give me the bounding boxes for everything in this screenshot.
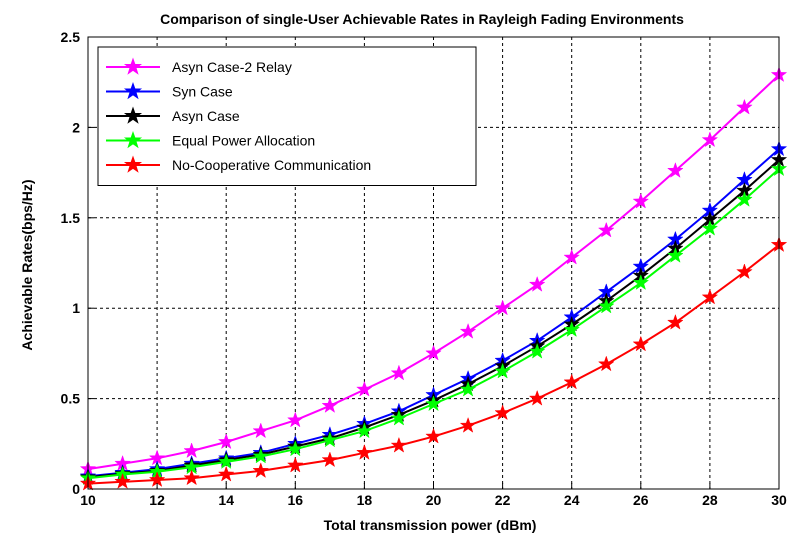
data-point (321, 431, 339, 448)
data-point (597, 221, 615, 238)
data-point (183, 442, 201, 459)
data-point (632, 335, 650, 352)
x-tick-label: 14 (218, 492, 234, 508)
data-point (701, 288, 719, 305)
x-tick-label: 18 (357, 492, 373, 508)
data-point (597, 355, 615, 372)
data-point (252, 462, 270, 479)
legend-marker (123, 81, 143, 100)
data-point (632, 192, 650, 209)
data-point (390, 409, 408, 426)
data-point (252, 422, 270, 439)
data-point (494, 404, 511, 421)
data-point (666, 162, 684, 178)
x-tick-label: 24 (564, 492, 580, 508)
data-point (494, 299, 511, 316)
data-point (528, 275, 546, 292)
legend-marker (123, 155, 143, 173)
y-tick-label: 1 (72, 300, 80, 316)
legend-marker (123, 57, 143, 75)
y-tick-label: 2.5 (61, 29, 81, 45)
data-point (321, 397, 339, 413)
x-tick-label: 30 (771, 492, 787, 508)
y-tick-label: 1.5 (61, 210, 81, 226)
data-point (736, 263, 753, 280)
data-point (286, 411, 304, 428)
data-point (701, 131, 719, 148)
data-point (217, 465, 235, 482)
y-tick-label: 0.5 (61, 391, 81, 407)
series-5 (79, 236, 788, 491)
x-tick-label: 22 (495, 492, 511, 508)
data-point (114, 473, 131, 489)
chart-title: Comparison of single-User Achievable Rat… (160, 11, 684, 27)
legend-label: Asyn Case-2 Relay (172, 59, 292, 75)
data-point (252, 447, 270, 464)
legend-box (97, 46, 477, 186)
data-point (563, 373, 581, 390)
data-point (459, 416, 477, 433)
data-point (217, 453, 235, 470)
data-point (321, 451, 339, 468)
legend-label: Syn Case (172, 84, 233, 100)
x-axis-label: Total transmission power (dBm) (324, 517, 537, 533)
data-point (425, 344, 442, 361)
data-point (356, 422, 373, 439)
data-point (701, 219, 719, 236)
data-point (390, 364, 408, 381)
data-point (217, 433, 235, 450)
data-point (356, 380, 373, 397)
data-point (425, 395, 442, 412)
data-point (494, 362, 511, 379)
x-tick-label: 20 (426, 492, 442, 508)
data-point (425, 427, 442, 444)
data-point (597, 297, 615, 314)
data-point (666, 247, 684, 263)
data-point (666, 313, 684, 330)
y-tick-label: 2 (72, 119, 80, 135)
data-point (459, 322, 477, 339)
legend: Asyn Case-2 Relay Syn Case Asyn Case Equal … (97, 46, 477, 186)
x-tick-label: 10 (80, 492, 96, 508)
data-point (286, 440, 304, 457)
data-point (390, 436, 408, 453)
axis-ticks: 10 12 14 16 18 20 22 24 26 28 30 0 0.5 1 1.5 2 2.5 (61, 29, 787, 508)
x-tick-label: 26 (633, 492, 649, 508)
data-point (563, 321, 581, 338)
data-point (528, 389, 546, 406)
data-point (736, 190, 753, 207)
legend-label: Asyn Case (172, 108, 240, 124)
legend-marker (123, 106, 143, 124)
data-point (736, 98, 753, 115)
x-tick-label: 28 (702, 492, 718, 508)
data-point (632, 274, 650, 291)
x-tick-label: 12 (149, 492, 165, 508)
data-point (459, 380, 477, 397)
y-axis-label: Achievable Rates(bps/Hz) (19, 179, 35, 350)
legend-label: No-Cooperative Communication (172, 157, 371, 173)
data-point (286, 456, 304, 473)
y-tick-label: 0 (72, 481, 80, 497)
data-point (563, 248, 581, 265)
x-tick-label: 16 (288, 492, 304, 508)
data-point (183, 469, 201, 486)
data-point (528, 342, 546, 359)
data-point (356, 444, 373, 460)
legend-label: Equal Power Allocation (172, 133, 315, 149)
legend-marker (123, 130, 143, 149)
